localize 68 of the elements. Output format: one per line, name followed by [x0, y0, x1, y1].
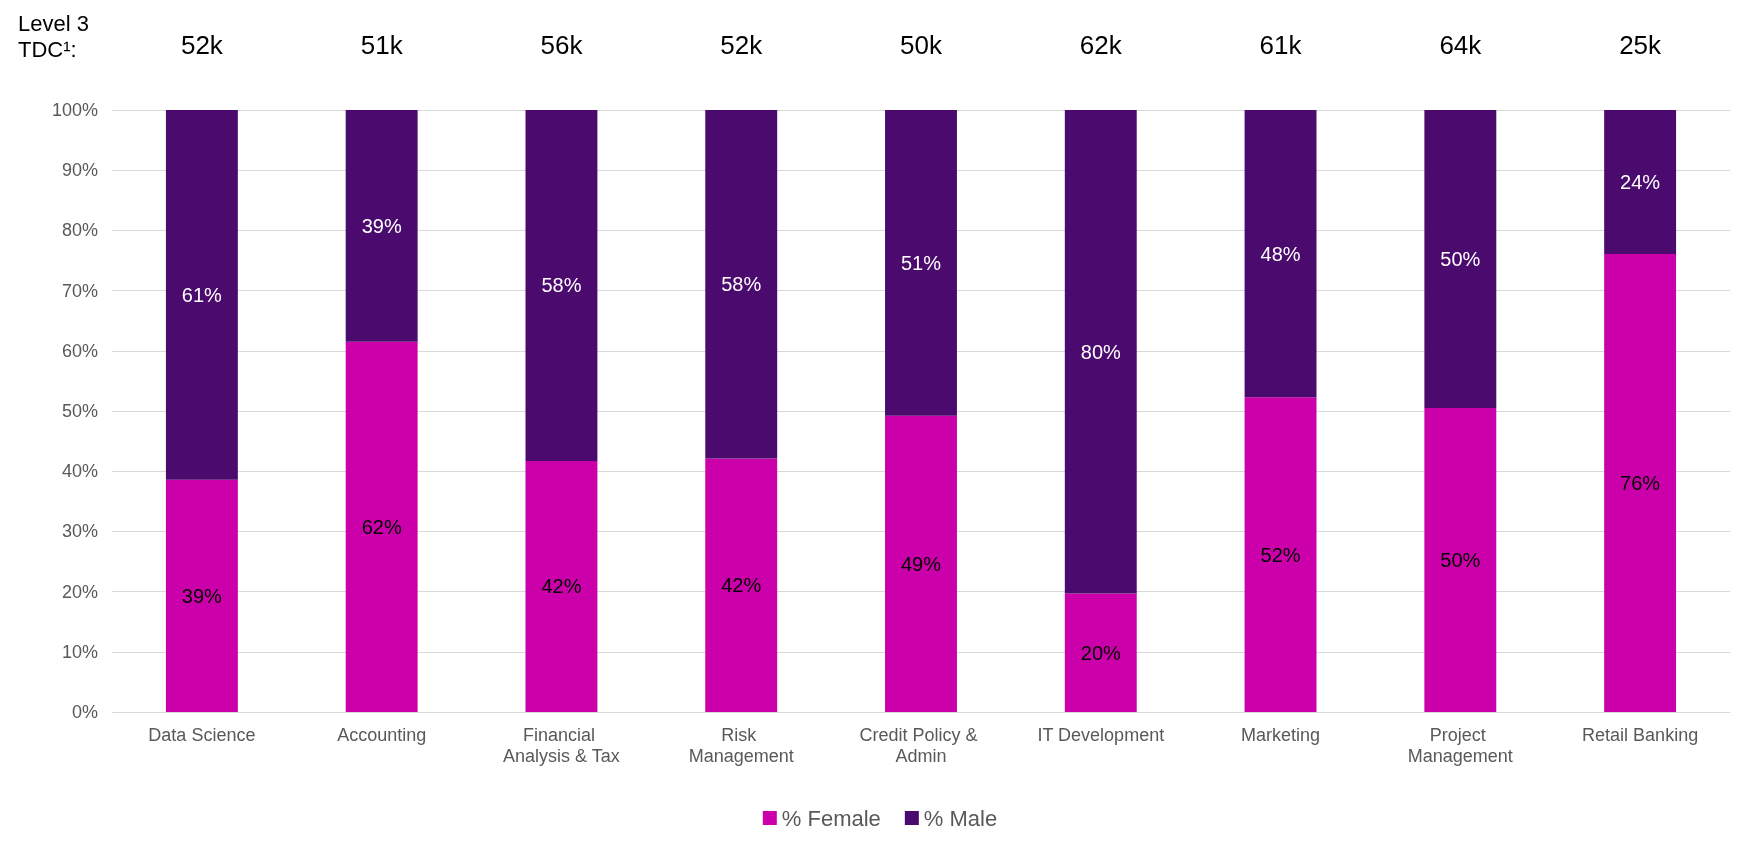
x-tick-label: Accounting — [337, 724, 427, 745]
y-tick-label: 10% — [61, 641, 98, 662]
text: 52k — [720, 30, 764, 60]
data-label: 39% — [361, 214, 402, 237]
bar — [165, 110, 238, 480]
y-tick-label: 60% — [61, 340, 98, 361]
data-label: 48% — [1260, 242, 1301, 265]
bar — [525, 460, 598, 712]
bar — [1424, 407, 1497, 712]
y-tick-label: 20% — [61, 581, 98, 602]
bar — [705, 458, 778, 712]
text: 50k — [900, 30, 943, 60]
text: 25k — [1619, 30, 1663, 60]
bar — [1604, 253, 1677, 712]
bar — [885, 415, 957, 712]
data-label: 42% — [541, 575, 582, 598]
data-label: 52% — [1260, 543, 1301, 566]
bar — [345, 110, 418, 342]
legend-label: % Female — [781, 805, 881, 831]
bar — [345, 341, 418, 712]
y-tick-label: 50% — [61, 401, 98, 421]
y-tick-label: 40% — [61, 461, 98, 482]
bar — [1244, 397, 1317, 712]
data-label: 61% — [181, 283, 223, 306]
data-label: 58% — [721, 273, 762, 296]
data-label: 20% — [1080, 641, 1122, 664]
x-tick-label: Retail Banking — [1582, 724, 1699, 745]
bar — [885, 110, 957, 416]
x-tick-label: Risk Management — [688, 724, 794, 766]
x-tick-label: Marketing — [1241, 724, 1321, 745]
data-label: 58% — [541, 274, 582, 297]
bar — [1064, 110, 1137, 594]
y-tick-label: 30% — [61, 521, 98, 542]
data-label: 50% — [1440, 548, 1481, 571]
y-tick-label: 70% — [61, 280, 98, 301]
data-label: 39% — [181, 584, 223, 607]
text: 61k — [1259, 30, 1303, 60]
legend-label: % Male — [923, 805, 998, 831]
y-tick-label: 100% — [51, 100, 98, 120]
x-tick-label: Financial Analysis & Tax — [503, 724, 620, 766]
data-label: 24% — [1620, 170, 1661, 193]
data-label: 50% — [1440, 247, 1481, 270]
data-label: 49% — [900, 552, 942, 575]
bar — [1244, 110, 1317, 398]
y-tick-label: 0% — [71, 702, 98, 722]
y-tick-label: 90% — [61, 160, 98, 181]
bar — [1424, 110, 1497, 408]
text: 62k — [1079, 30, 1123, 60]
text: Level 3 TDC¹: — [18, 10, 89, 62]
x-tick-label: IT Development — [1037, 724, 1165, 745]
x-tick-label: Credit Policy & Admin — [859, 724, 983, 766]
data-label: 51% — [900, 251, 942, 274]
text: 64k — [1439, 30, 1483, 60]
bar — [705, 110, 778, 459]
y-tick-label: 80% — [61, 220, 98, 241]
x-tick-label: Project Management — [1407, 724, 1513, 766]
data-label: 76% — [1620, 471, 1661, 494]
text: 56k — [540, 30, 584, 60]
data-label: 42% — [721, 574, 762, 597]
bar — [1064, 593, 1137, 712]
text: 51k — [360, 30, 404, 60]
bar — [165, 479, 238, 712]
text: 52k — [180, 30, 224, 60]
data-label: 80% — [1080, 340, 1122, 363]
bar — [525, 110, 598, 461]
data-label: 62% — [361, 515, 402, 538]
x-tick-label: Data Science — [148, 724, 256, 745]
bar — [1604, 110, 1677, 254]
